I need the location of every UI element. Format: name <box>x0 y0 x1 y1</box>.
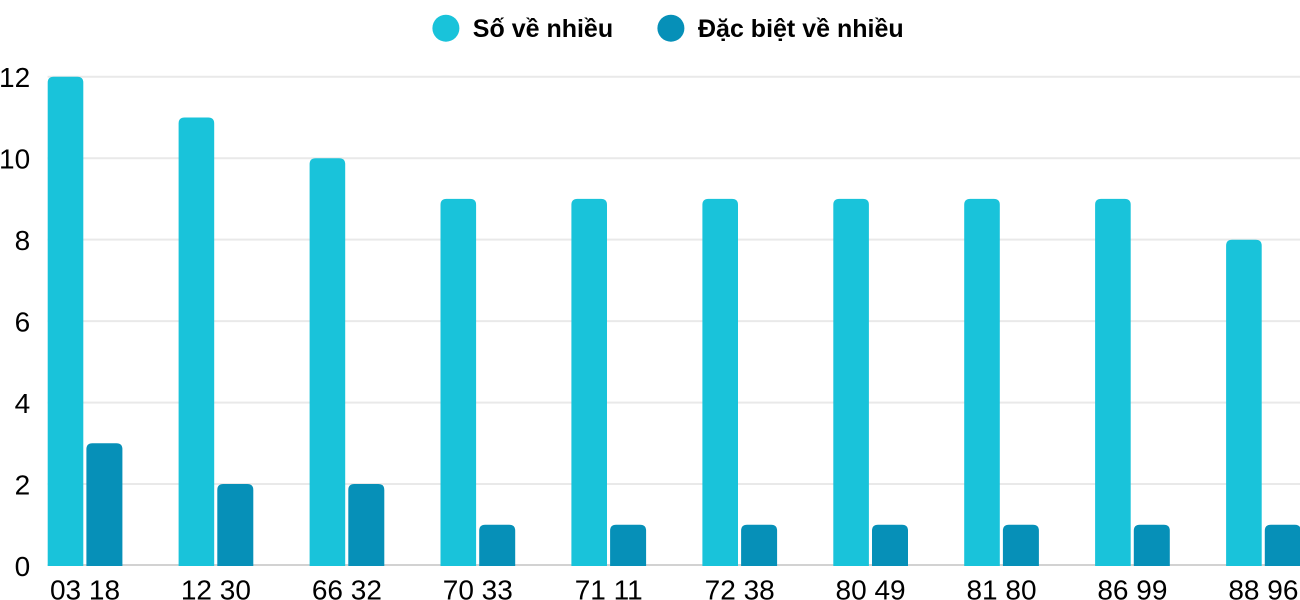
svg-text:0: 0 <box>15 551 31 582</box>
svg-text:12 30: 12 30 <box>181 575 251 600</box>
svg-text:70 33: 70 33 <box>443 575 513 600</box>
svg-text:80 49: 80 49 <box>836 575 906 600</box>
svg-text:88 96: 88 96 <box>1228 575 1298 600</box>
svg-text:12: 12 <box>0 62 30 93</box>
svg-text:Số về nhiều: Số về nhiều <box>473 15 613 43</box>
svg-text:72 38: 72 38 <box>705 575 775 600</box>
svg-text:71 11: 71 11 <box>575 575 643 600</box>
svg-text:66 32: 66 32 <box>312 575 382 600</box>
svg-text:4: 4 <box>15 388 31 419</box>
svg-text:Đặc biệt về nhiều: Đặc biệt về nhiều <box>698 15 904 43</box>
svg-text:86 99: 86 99 <box>1097 575 1167 600</box>
svg-text:6: 6 <box>15 307 31 338</box>
svg-text:10: 10 <box>0 144 30 175</box>
svg-text:2: 2 <box>15 469 31 500</box>
svg-text:8: 8 <box>15 225 31 256</box>
svg-text:81 80: 81 80 <box>966 575 1036 600</box>
svg-text:03 18: 03 18 <box>50 575 120 600</box>
